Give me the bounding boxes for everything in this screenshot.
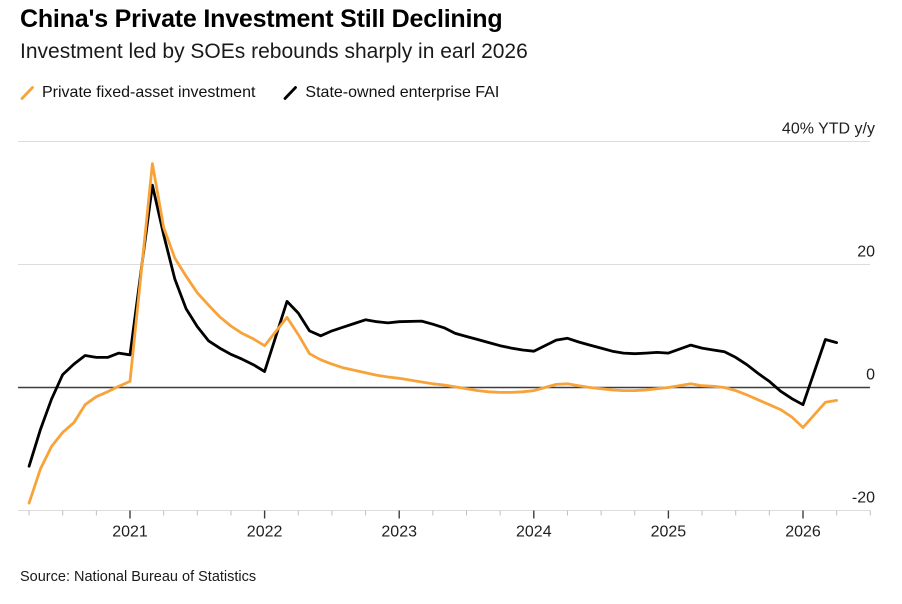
x-axis-label: 2023 bbox=[381, 524, 417, 541]
legend-item-private: Private fixed-asset investment bbox=[20, 84, 255, 102]
y-axis-label: 40% YTD y/y bbox=[782, 121, 875, 138]
x-axis-label: 2026 bbox=[785, 524, 821, 541]
chart-subtitle: Investment led by SOEs rebounds sharply … bbox=[20, 40, 528, 63]
source-note: Source: National Bureau of Statistics bbox=[20, 569, 257, 585]
private-fai-line bbox=[27, 162, 838, 505]
orange-slash-icon bbox=[20, 86, 34, 100]
chart-title: China's Private Investment Still Declini… bbox=[20, 5, 503, 33]
black-slash-icon bbox=[284, 86, 298, 100]
legend-label-private: Private fixed-asset investment bbox=[42, 84, 256, 101]
legend-label-soe: State-owned enterprise FAI bbox=[305, 84, 500, 101]
x-axis-label: 2021 bbox=[112, 524, 148, 541]
legend-item-soe: State-owned enterprise FAI bbox=[283, 84, 499, 102]
x-axis-label: 2024 bbox=[516, 524, 552, 541]
y-axis-label: 0 bbox=[866, 367, 875, 384]
legend: Private fixed-asset investment State-own… bbox=[20, 84, 499, 102]
y-axis-label: 20 bbox=[857, 244, 875, 261]
x-axis-label: 2025 bbox=[651, 524, 687, 541]
soe-fai-line bbox=[27, 183, 838, 468]
x-axis-label: 2022 bbox=[247, 524, 283, 541]
line-chart: 2021 2022 2023 2024 2025 2026 40% YTD y/y 20 0 -2… bbox=[18, 121, 875, 541]
y-axis-label: -20 bbox=[852, 490, 875, 507]
